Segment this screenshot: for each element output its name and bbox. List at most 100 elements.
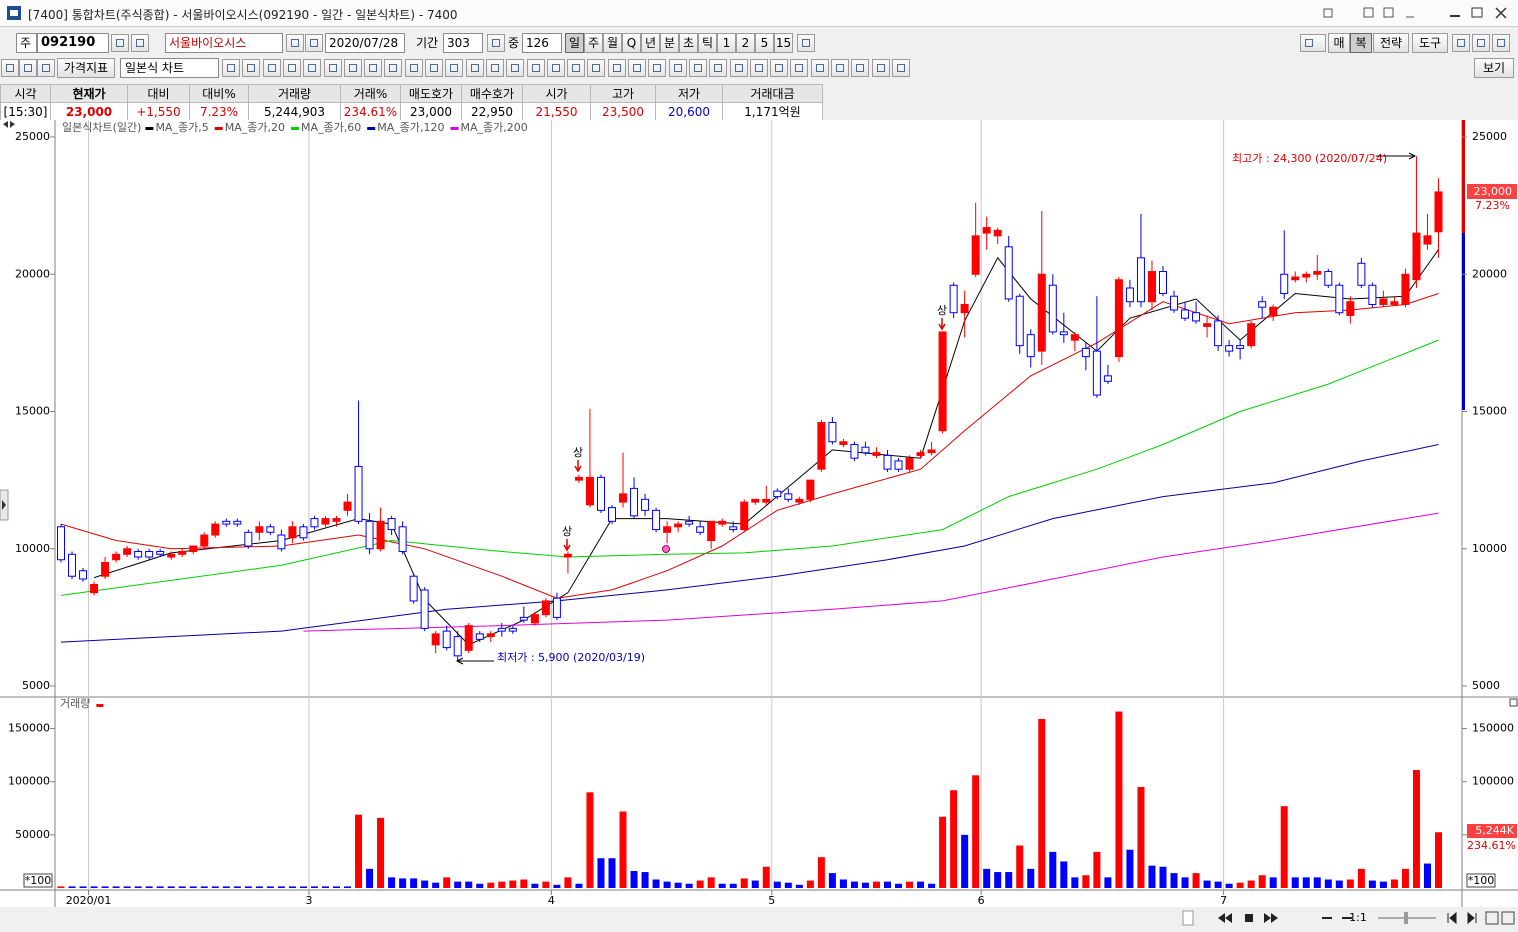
period-button[interactable]: 일 <box>565 33 584 53</box>
volume-bar <box>68 886 76 888</box>
period-button[interactable]: Q <box>622 33 641 53</box>
draw-tool[interactable] <box>323 59 342 77</box>
signal-arrow <box>938 318 946 331</box>
draw-tool[interactable] <box>607 59 626 77</box>
view-button[interactable]: 보기 <box>1474 58 1514 78</box>
tool-button[interactable]: 도구 <box>1412 33 1448 53</box>
tool-button[interactable]: 전략 <box>1373 33 1409 53</box>
draw-tool[interactable] <box>648 59 667 77</box>
draw-tool[interactable] <box>364 59 383 77</box>
volume-bar <box>156 886 164 888</box>
tool-button[interactable]: 매 <box>1328 33 1350 53</box>
draw-tool[interactable] <box>303 59 322 77</box>
volume-bar <box>1005 872 1013 888</box>
volume-bar <box>465 881 473 888</box>
draw-tool[interactable] <box>628 59 646 77</box>
draw-tool[interactable] <box>749 59 768 77</box>
draw-tool[interactable] <box>445 59 464 77</box>
icon-button[interactable] <box>1452 34 1470 52</box>
market-select[interactable]: 주 <box>16 33 37 53</box>
draw-tool[interactable] <box>526 59 545 77</box>
sort-button[interactable] <box>131 34 149 52</box>
draw-tool[interactable] <box>810 59 829 77</box>
high-arrow <box>1376 152 1417 160</box>
volume-bar <box>1324 879 1332 888</box>
zoom-label: 1:1 <box>1349 911 1367 924</box>
next-button[interactable] <box>286 34 304 52</box>
draw-tool[interactable] <box>384 59 403 77</box>
icon-button[interactable] <box>1472 34 1490 52</box>
draw-tool[interactable] <box>567 59 586 77</box>
candle-body <box>1335 284 1344 314</box>
indicator-button[interactable]: 가격지표 <box>57 58 115 78</box>
candle-body <box>123 548 132 555</box>
volume-bar <box>432 882 440 888</box>
volume-bar <box>1181 877 1189 888</box>
draw-tool[interactable] <box>425 59 443 77</box>
draw-tool[interactable] <box>709 59 728 77</box>
period-button[interactable]: 분 <box>660 33 679 53</box>
draw-tool[interactable] <box>770 59 789 77</box>
period-button[interactable]: 년 <box>641 33 660 53</box>
y-tick-label: 10000 <box>15 542 50 555</box>
draw-tool[interactable] <box>587 59 606 77</box>
period-button[interactable]: 주 <box>584 33 603 53</box>
draw-tool[interactable] <box>790 59 809 77</box>
candle-body <box>365 520 374 550</box>
draw-tool[interactable] <box>729 59 748 77</box>
extra-button[interactable] <box>797 34 815 52</box>
move-button[interactable] <box>19 59 37 77</box>
period-spin[interactable] <box>487 34 505 52</box>
prev-button[interactable] <box>305 34 323 52</box>
y2-tick-label: 100000 <box>1472 775 1514 788</box>
date-input[interactable]: 2020/07/28 <box>325 33 405 53</box>
draw-tool[interactable] <box>343 59 362 77</box>
cloud-button[interactable] <box>1300 34 1326 52</box>
x-tick-label: 7 <box>1220 894 1227 907</box>
icon-button[interactable] <box>1492 34 1510 52</box>
draw-tool[interactable] <box>404 59 423 77</box>
tool-button[interactable]: 복 <box>1350 33 1372 53</box>
indicator-toolbar: 가격지표 일본식 차트 보기 <box>0 56 1518 80</box>
period-button[interactable]: 2 <box>736 33 755 53</box>
draw-tool[interactable] <box>485 59 504 77</box>
scroll-left[interactable] <box>1182 910 1194 926</box>
volume-bar <box>1280 806 1288 888</box>
period-button[interactable]: 월 <box>603 33 622 53</box>
period-button[interactable]: 15 <box>774 33 793 53</box>
period-button[interactable]: 5 <box>755 33 774 53</box>
draw-tool[interactable] <box>668 59 687 77</box>
search-button[interactable] <box>111 34 129 52</box>
volume-bar <box>79 886 87 888</box>
draw-tool[interactable] <box>506 59 525 77</box>
draw-tool[interactable] <box>242 59 261 77</box>
draw-tool[interactable] <box>465 59 484 77</box>
candle-body <box>806 479 815 500</box>
volume-bar <box>994 872 1002 888</box>
volume-bar <box>917 881 925 888</box>
quote-value-cell: 20,600 <box>655 102 723 121</box>
volume-bar <box>310 886 318 888</box>
draw-tool[interactable] <box>871 59 890 77</box>
period-button[interactable]: 1 <box>717 33 736 53</box>
up-button[interactable] <box>1 59 19 77</box>
draw-tool[interactable] <box>688 59 707 77</box>
legend-swatch <box>96 704 104 707</box>
period-button[interactable]: 초 <box>679 33 698 53</box>
volume-bar <box>663 881 671 888</box>
period-input[interactable]: 303 <box>443 33 483 53</box>
draw-tool[interactable] <box>891 59 910 77</box>
chart-type-select[interactable]: 일본식 차트 <box>120 58 219 78</box>
draw-tool[interactable] <box>262 59 281 77</box>
draw-tool[interactable] <box>831 59 849 77</box>
code-input[interactable]: 092190 <box>37 33 109 53</box>
count-input[interactable]: 126 <box>522 33 562 53</box>
edit-button[interactable] <box>37 59 55 77</box>
draw-tool[interactable] <box>222 59 240 77</box>
draw-tool[interactable] <box>282 59 301 77</box>
candle-body <box>1026 334 1035 358</box>
period-button[interactable]: 틱 <box>698 33 717 53</box>
draw-tool[interactable] <box>851 59 870 77</box>
draw-tool[interactable] <box>546 59 565 77</box>
